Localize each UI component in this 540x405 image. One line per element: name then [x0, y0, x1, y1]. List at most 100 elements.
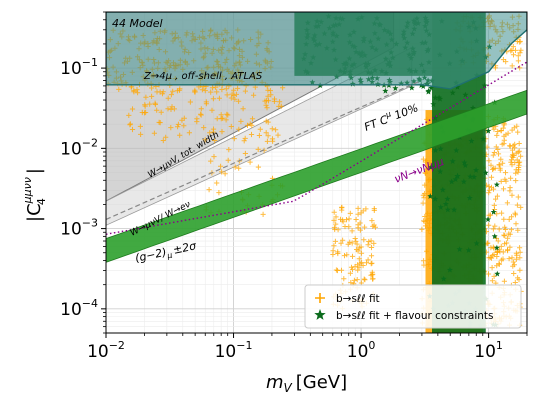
data-point-bsll — [269, 136, 276, 142]
data-point-bsll — [498, 178, 504, 185]
data-point-bsll — [352, 235, 358, 242]
data-point-bsll — [354, 246, 360, 253]
data-point-bsll — [368, 238, 374, 244]
data-point-bsll — [163, 134, 169, 140]
data-point-bsll — [224, 111, 230, 117]
data-point-bsll — [241, 138, 247, 144]
data-point-bsll — [369, 218, 375, 224]
data-point-bsll — [192, 89, 198, 95]
data-point-bsll — [277, 99, 283, 105]
data-point-bsll — [238, 118, 244, 124]
data-point-bsll — [517, 255, 523, 261]
legend-marker-star — [314, 309, 326, 320]
data-point-bsll — [500, 57, 506, 63]
data-point-bsll — [203, 101, 209, 107]
data-point-bsll — [513, 256, 519, 262]
data-point-bsll — [349, 240, 355, 246]
data-point-bsll — [358, 250, 365, 256]
data-point-bsll — [263, 118, 269, 124]
data-point-bsll — [225, 112, 231, 118]
data-point-bsll — [486, 158, 492, 164]
data-point-bsll — [263, 102, 269, 108]
data-point-bsll — [168, 92, 174, 98]
data-point-bsll — [509, 63, 515, 69]
data-point-bsll — [518, 47, 524, 53]
data-point-bsll — [487, 187, 493, 193]
data-point-bsll-flavour — [473, 167, 480, 173]
data-point-bsll — [231, 92, 237, 99]
axis-ticks: 10−2 10−1 100 101 10−4 10−3 10−2 10−1 — [60, 11, 528, 362]
data-point-bsll-flavour — [456, 246, 463, 252]
data-point-bsll — [505, 248, 511, 254]
data-point-bsll — [181, 123, 187, 129]
data-point-bsll — [256, 132, 262, 139]
data-point-bsll — [509, 255, 515, 261]
data-point-bsll — [489, 265, 495, 271]
data-point-bsll — [236, 126, 242, 132]
data-point-bsll — [515, 53, 521, 59]
data-point-bsll — [265, 133, 271, 139]
data-point-bsll — [516, 160, 522, 166]
data-point-bsll — [177, 132, 183, 138]
data-point-bsll — [338, 240, 344, 246]
data-point-bsll-flavour — [494, 270, 501, 277]
data-point-bsll-flavour — [439, 186, 446, 193]
data-point-bsll — [491, 251, 497, 258]
data-point-bsll — [371, 222, 377, 228]
data-point-bsll — [242, 150, 248, 157]
data-point-bsll — [501, 141, 507, 147]
data-point-bsll — [343, 217, 350, 223]
data-point-bsll — [127, 121, 133, 127]
data-point-bsll — [368, 261, 374, 267]
data-point-bsll — [516, 148, 522, 154]
data-point-bsll — [512, 210, 518, 216]
data-point-bsll — [176, 87, 183, 93]
data-point-bsll — [209, 85, 216, 91]
data-point-bsll — [485, 240, 491, 246]
data-point-bsll — [181, 115, 187, 121]
data-point-bsll — [353, 238, 359, 244]
data-point-bsll — [491, 273, 497, 279]
data-point-bsll — [370, 271, 376, 277]
legend-marker-bsll-flavour — [314, 309, 326, 320]
data-point-bsll — [209, 107, 215, 113]
g2-label: (g−2)μ±2σ — [134, 239, 199, 267]
data-point-bsll-flavour — [437, 95, 444, 102]
data-point-bsll — [330, 251, 336, 258]
data-point-bsll — [135, 90, 141, 96]
data-point-bsll — [219, 129, 225, 135]
data-point-bsll — [504, 240, 510, 246]
data-point-bsll — [488, 255, 495, 261]
y-tick-label: 10−2 — [60, 136, 98, 159]
data-point-bsll — [516, 277, 522, 283]
data-point-bsll — [486, 190, 492, 196]
data-point-bsll-flavour — [462, 162, 469, 168]
data-point-bsll — [152, 100, 158, 106]
data-point-bsll — [129, 126, 136, 133]
data-point-bsll — [517, 50, 523, 56]
data-point-bsll — [248, 131, 255, 138]
data-point-bsll — [512, 279, 518, 286]
data-point-bsll — [264, 105, 270, 111]
data-point-bsll — [515, 227, 521, 233]
data-point-bsll — [491, 126, 497, 132]
data-point-bsll — [210, 129, 216, 135]
data-point-bsll — [340, 219, 346, 225]
data-point-bsll — [501, 216, 507, 222]
data-point-bsll — [216, 190, 222, 196]
data-point-bsll — [236, 98, 242, 104]
data-point-bsll-flavour — [491, 233, 498, 239]
data-point-bsll — [333, 267, 339, 273]
data-point-bsll — [509, 214, 515, 220]
data-point-bsll — [492, 65, 498, 71]
data-point-bsll — [280, 85, 286, 91]
legend-marker-plus — [315, 293, 325, 303]
x-tick-label: 10−1 — [215, 339, 253, 362]
data-point-bsll — [349, 228, 355, 234]
data-point-bsll — [489, 278, 495, 284]
legend-label-bsll: b→sℓℓ fit — [336, 293, 380, 305]
data-point-bsll — [170, 88, 176, 94]
data-point-bsll-flavour — [432, 94, 439, 101]
data-point-bsll — [351, 277, 357, 283]
data-point-bsll — [347, 270, 353, 276]
